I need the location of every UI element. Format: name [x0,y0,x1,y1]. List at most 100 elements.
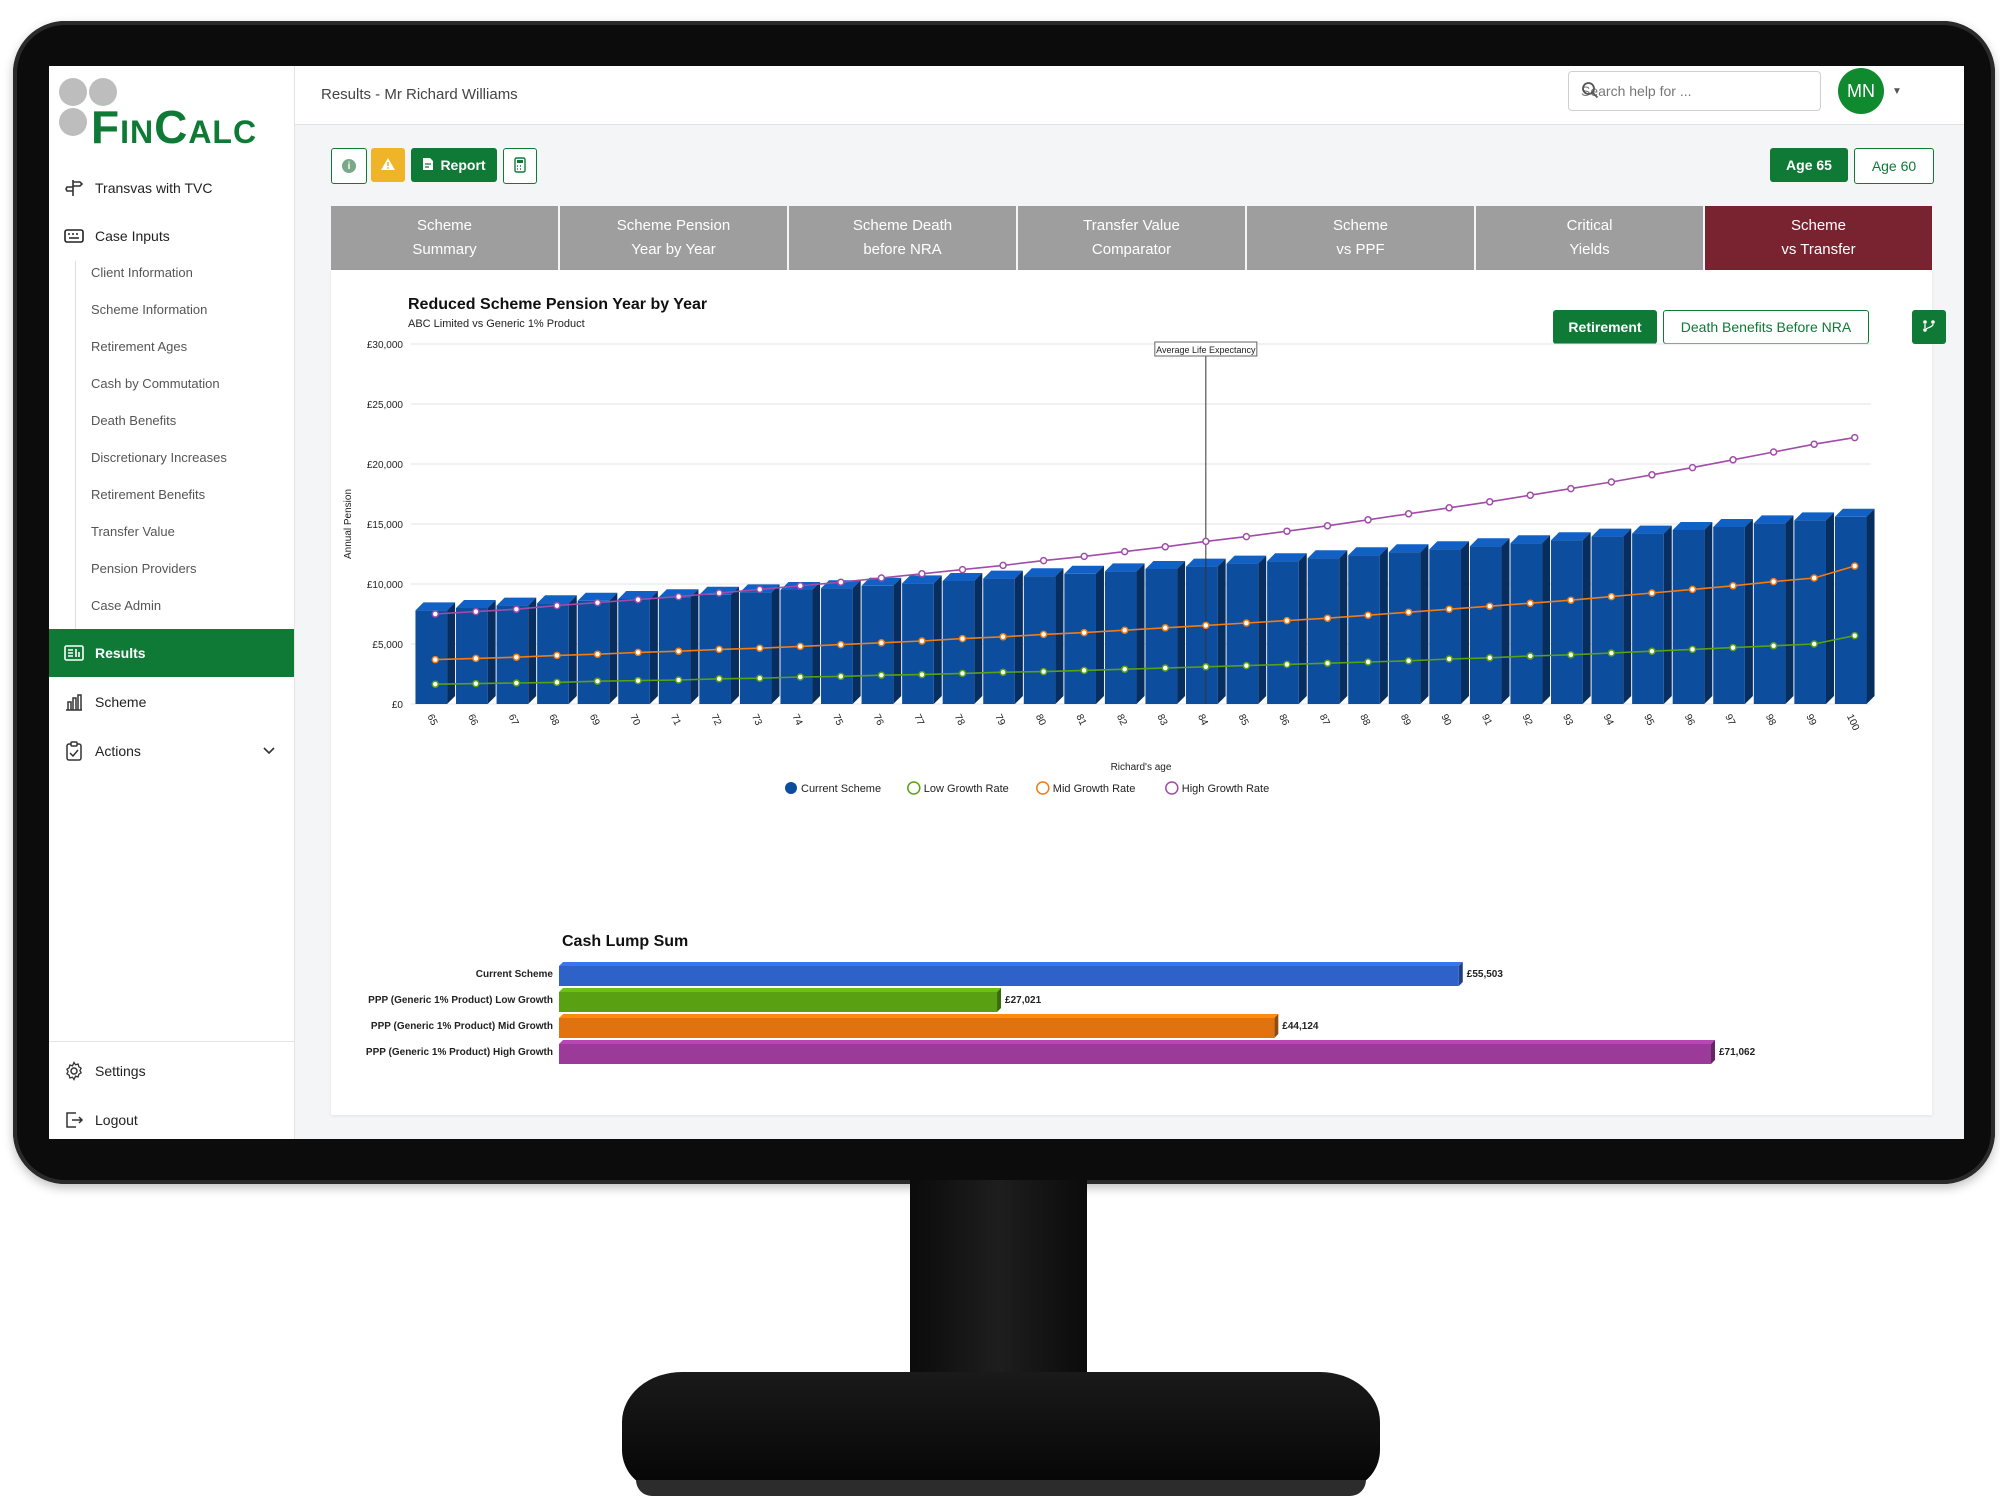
branch-icon [1922,319,1936,336]
series-point [431,610,440,618]
bar [821,588,853,704]
series-point [796,582,805,590]
bar-top [1834,508,1875,517]
series-point [512,679,521,687]
bar-top [1267,553,1307,562]
logo-petal [89,78,117,106]
bar-side [812,582,821,704]
logo-wordmark: FinCalc [91,101,258,153]
bar-side [528,597,537,704]
nav-transvas[interactable]: Transvas with TVC [49,164,294,212]
tab-scheme-vs-transfer[interactable]: Scheme vs Transfer [1705,206,1932,270]
hbar-top [559,962,1463,966]
breadcrumb: Results - Mr Richard Williams [321,86,518,103]
hbar [559,1044,1711,1064]
bar [1510,543,1543,704]
bar [1307,558,1340,704]
report-button[interactable]: Report [411,148,497,182]
x-tick-label: 94 [1601,713,1616,728]
bar-top [1510,535,1551,544]
series-point [593,677,602,685]
bar-side [1582,532,1591,704]
sub-item-client-information[interactable]: Client Information [91,264,193,280]
tab-scheme-vs-ppf[interactable]: Scheme vs PPF [1247,206,1474,270]
legend-marker [1036,781,1050,795]
logo-petal [59,78,87,106]
sub-item-retirement-benefits[interactable]: Retirement Benefits [91,486,206,502]
chart-subtitle: ABC Limited vs Generic 1% Product [408,318,585,330]
bar-top [537,595,577,604]
age-60-button[interactable]: Age 60 [1854,148,1934,184]
x-tick-label: 89 [1398,713,1413,728]
x-tick-label: 72 [708,713,723,728]
search-icon[interactable] [1581,81,1810,102]
info-button[interactable]: i [331,148,367,184]
bar [1551,540,1583,704]
calculator-icon [514,156,526,176]
nav-settings[interactable]: Settings [49,1047,294,1095]
series-point [674,647,683,655]
tab-critical-yields[interactable]: Critical Yields [1476,206,1703,270]
bar [942,581,975,704]
cash-lump-sum-title: Cash Lump Sum [562,933,689,950]
x-tick-label: 85 [1236,713,1251,728]
death-benefits-before-nra-button[interactable]: Death Benefits Before NRA [1663,310,1869,344]
tab-line: Transfer Value [1083,217,1180,234]
nav-case-inputs[interactable]: Case Inputs [49,212,294,260]
chart-options-button[interactable] [1912,310,1946,344]
sub-item-pension-providers[interactable]: Pension Providers [91,560,197,576]
series-point [1445,655,1453,663]
sub-item-death-benefits[interactable]: Death Benefits [91,412,177,428]
tab-line: vs PPF [1336,241,1385,258]
results-tabs: Scheme Summary Scheme Pension Year by Year… [331,206,1932,270]
warning-button[interactable] [371,148,405,182]
user-avatar[interactable]: MN [1838,68,1884,114]
sub-item-transfer-value[interactable]: Transfer Value [91,523,175,539]
bar-top [1794,512,1834,521]
nav-results[interactable]: Results [49,629,294,677]
series-point [634,676,642,685]
tab-scheme-death-before-nra[interactable]: Scheme Death before NRA [789,206,1016,270]
series-point [1729,456,1737,464]
x-tick-label: 97 [1722,713,1737,728]
series-point [1283,616,1291,625]
age-65-button[interactable]: Age 65 [1770,148,1848,182]
bar [415,610,448,704]
series-point [1323,614,1332,622]
building-chart-icon [63,691,85,713]
tab-line: Comparator [1091,241,1172,258]
calculator-button[interactable] [503,148,537,184]
series-point [1039,630,1048,639]
series-point [1364,658,1372,666]
series-line [435,565,1855,661]
sub-item-discretionary-increases[interactable]: Discretionary Increases [91,449,227,465]
sub-item-scheme-information[interactable]: Scheme Information [91,301,208,317]
nav-scheme[interactable]: Scheme [49,678,294,726]
nav-actions[interactable]: Actions [49,727,294,775]
x-tick-label: 98 [1763,713,1778,728]
bar-side [1744,519,1753,704]
series-point [1648,471,1656,479]
series-point [472,679,480,688]
sub-item-case-admin[interactable]: Case Admin [91,597,162,613]
nav-logout[interactable]: Logout [49,1096,294,1139]
tab-line: Scheme Death [852,217,953,234]
search-input[interactable]: Search help for ... [1568,71,1821,111]
bar-side [649,591,658,704]
x-tick-label: 87 [1317,713,1332,728]
signpost-icon [63,177,85,199]
hbar-side [1458,962,1463,986]
retirement-button[interactable]: Retirement [1553,310,1657,344]
bar-top [1551,532,1591,541]
legend-label: High Growth Rate [1182,783,1269,795]
tab-scheme-pension-year-by-year[interactable]: Scheme Pension Year by Year [560,206,787,270]
user-menu-caret-icon[interactable]: ▼ [1892,86,1902,97]
series-point [1729,643,1737,652]
tab-transfer-value-comparator[interactable]: Transfer Value Comparator [1018,206,1245,270]
y-tick-label: £30,000 [367,340,404,351]
series-point [1161,543,1170,551]
tab-scheme-summary[interactable]: Scheme Summary [331,206,558,270]
series-point [1526,599,1535,607]
sub-item-cash-by-commutation[interactable]: Cash by Commutation [91,375,220,391]
sub-item-retirement-ages[interactable]: Retirement Ages [91,338,188,354]
